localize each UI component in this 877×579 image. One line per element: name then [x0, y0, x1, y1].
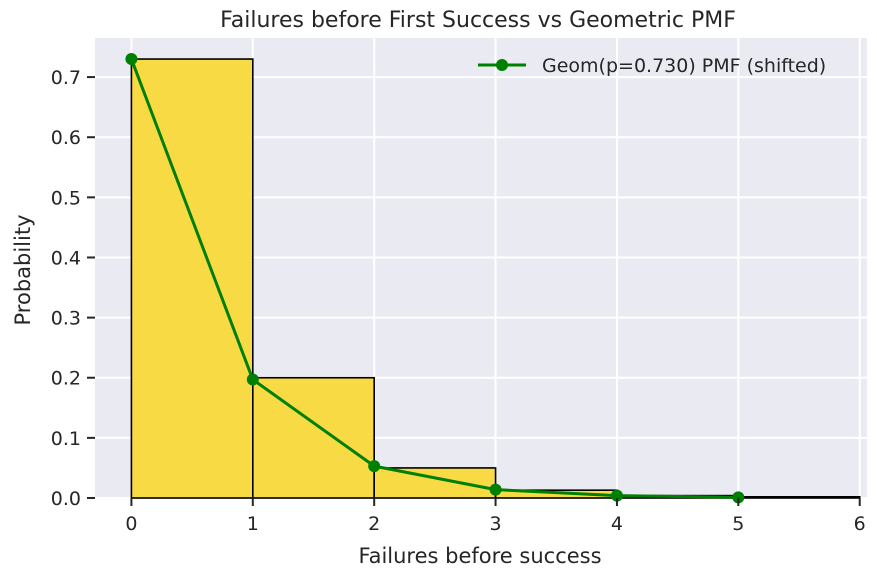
histogram-bar [130, 58, 254, 499]
pmf-point [732, 491, 745, 504]
histogram-bar [251, 376, 375, 499]
x-tick-label: 2 [368, 513, 380, 535]
pmf-point [125, 53, 138, 66]
x-axis-label: Failures before success [358, 544, 601, 568]
legend-marker [496, 59, 508, 71]
pmf-point [246, 373, 259, 386]
histogram-bar [737, 495, 861, 499]
x-tick-label: 1 [247, 513, 259, 535]
y-axis-label: Probability [11, 214, 35, 325]
chart-title: Failures before First Success vs Geometr… [220, 8, 736, 33]
x-tick-label: 5 [732, 513, 744, 535]
x-tick-label: 0 [125, 513, 137, 535]
y-tick-label: 0.4 [51, 247, 81, 269]
y-tick-label: 0.2 [51, 368, 81, 390]
y-tick-label: 0.0 [51, 488, 81, 510]
histogram-bar [373, 467, 497, 499]
legend-entry-pmf: Geom(p=0.730) PMF (shifted) [542, 55, 826, 77]
y-axis-ticks: 0.0 0.1 0.2 0.3 0.4 0.5 0.6 0.7 [51, 67, 95, 510]
x-tick-label: 3 [490, 513, 502, 535]
legend: Geom(p=0.730) PMF (shifted) [478, 55, 826, 77]
y-tick-label: 0.7 [51, 67, 81, 89]
y-tick-label: 0.3 [51, 308, 81, 330]
x-tick-label: 6 [854, 513, 866, 535]
y-tick-label: 0.1 [51, 428, 81, 450]
pmf-point [489, 483, 502, 496]
pmf-point [368, 460, 381, 473]
histogram-bars [130, 58, 861, 499]
pmf-series [125, 53, 745, 504]
pmf-line [130, 58, 739, 499]
x-axis-ticks: 0 1 2 3 4 5 6 [125, 498, 866, 535]
y-tick-label: 0.5 [51, 187, 81, 209]
y-tick-label: 0.6 [51, 127, 81, 149]
pmf-point [610, 489, 623, 502]
x-tick-label: 4 [611, 513, 623, 535]
